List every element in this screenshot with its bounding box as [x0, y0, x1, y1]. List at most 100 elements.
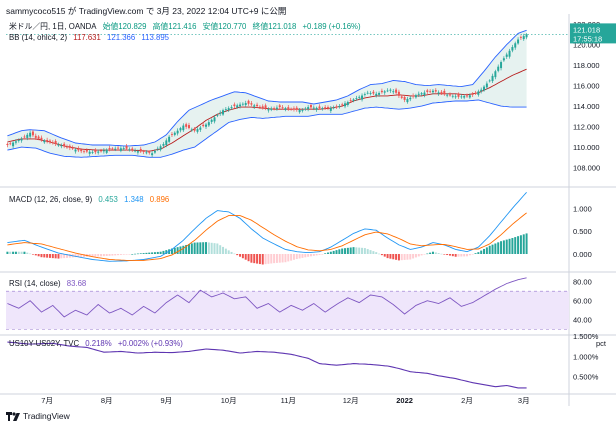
candle-body — [395, 89, 398, 93]
candle-body — [335, 106, 338, 108]
candle-body — [312, 107, 315, 109]
candle-body — [420, 93, 423, 95]
macd-histogram-bar — [23, 251, 26, 254]
candle-body — [134, 150, 137, 152]
candle-body — [278, 105, 281, 108]
spread-tick-label: 0.500% — [573, 373, 599, 382]
rsi-legend[interactable]: RSI (14, close) 83.68 — [9, 279, 90, 288]
candle-body — [386, 90, 389, 92]
macd-histogram-bar — [159, 251, 162, 254]
price-candle — [460, 94, 463, 99]
macd-histogram-bar — [491, 244, 494, 254]
candle-body — [187, 125, 190, 129]
macd-histogram-bar — [250, 254, 253, 263]
macd-histogram-bar — [312, 254, 315, 256]
price-candle — [454, 94, 457, 99]
price-candle — [261, 104, 264, 110]
macd-histogram-bar — [20, 251, 23, 254]
candle-body — [23, 136, 26, 138]
macd-histogram-bar — [494, 243, 497, 254]
macd-histogram-bar — [270, 254, 273, 264]
price-candle — [37, 135, 40, 141]
price-candle — [222, 108, 225, 116]
candle-body — [139, 148, 142, 152]
price-candle — [463, 94, 466, 100]
macd-histogram-bar — [199, 242, 202, 254]
price-candle — [179, 126, 182, 133]
macd-histogram-bar — [358, 247, 361, 254]
last-price-value: 121.018 — [573, 25, 600, 34]
price-candle — [519, 35, 522, 41]
candle-body — [298, 109, 301, 113]
macd-legend[interactable]: MACD (12, 26, close, 9) 0.453 1.348 0.89… — [9, 195, 173, 204]
brand-footer[interactable]: TradingView — [6, 411, 70, 421]
price-candle — [375, 91, 378, 98]
candle-body — [168, 136, 171, 142]
macd-histogram-bar — [156, 251, 159, 254]
candle-body — [349, 100, 352, 101]
price-candle — [71, 145, 74, 150]
macd-histogram-bar — [122, 254, 125, 255]
macd-histogram-bar — [369, 250, 372, 254]
macd-histogram-bar — [173, 247, 176, 254]
candle-body — [414, 95, 417, 98]
macd-histogram-bar — [307, 254, 310, 257]
macd-histogram-bar — [239, 254, 242, 257]
candle-body — [284, 108, 287, 110]
bb-upper-line — [7, 29, 527, 147]
macd-histogram-bar — [440, 253, 443, 255]
candle-body — [287, 107, 290, 109]
price-candle — [324, 105, 327, 110]
candle-body — [230, 107, 233, 109]
spread-legend[interactable]: US10Y-US02Y, TVC 0.218% +0.002% (+0.93%) — [9, 339, 187, 348]
macd-histogram-bar — [227, 250, 230, 254]
macd-histogram-bar — [187, 244, 190, 254]
candle-body — [468, 95, 471, 98]
macd-histogram-bar — [66, 254, 68, 258]
candle-body — [406, 98, 409, 103]
candle-body — [142, 151, 145, 152]
price-candle — [193, 127, 196, 133]
candle-body — [210, 119, 213, 122]
macd-histogram-bar — [346, 247, 349, 254]
spread-value: 0.218% — [85, 339, 112, 348]
spread-unit-label: pct — [596, 339, 607, 348]
candle-body — [281, 107, 284, 109]
time-tick-label: 9月 — [160, 396, 172, 405]
price-candle — [358, 95, 361, 100]
price-candle — [517, 37, 520, 45]
publish-caption: sammycoco515 が TradingView.com で 3月 23, … — [6, 6, 287, 16]
price-legend: 米ドル／円, 1日, OANDA 始値120.829 高値121.416 安値1… — [9, 21, 365, 32]
candle-body — [48, 140, 51, 143]
price-candle — [267, 107, 270, 113]
price-candle — [207, 119, 210, 128]
price-candle — [187, 122, 190, 130]
price-candle — [100, 148, 103, 153]
bb-basis-line — [7, 68, 527, 152]
price-candle — [153, 149, 156, 154]
macd-histogram-bar — [145, 252, 148, 254]
candle-body — [102, 150, 105, 152]
candle-body — [12, 142, 15, 147]
price-candle — [111, 147, 114, 151]
candle-body — [54, 141, 57, 144]
macd-histogram-bar — [88, 254, 91, 257]
price-candle — [466, 93, 468, 98]
candle-body — [375, 93, 378, 96]
candle-body — [497, 66, 500, 71]
price-tick-label: 118.000 — [573, 61, 600, 70]
candle-body — [159, 146, 162, 150]
price-candle — [236, 103, 239, 109]
macd-histogram-bar — [485, 247, 488, 254]
candle-body — [71, 147, 74, 149]
macd-histogram-bar — [29, 253, 32, 255]
price-candle — [60, 143, 63, 149]
price-candle — [417, 91, 420, 98]
candle-body — [429, 91, 432, 93]
macd-histogram-bar — [207, 242, 210, 254]
bb-legend[interactable]: BB (14, ohlc4, 2) 117.631 121.366 113.89… — [9, 33, 173, 42]
candle-body — [241, 103, 244, 105]
macd-histogram-bar — [508, 238, 511, 254]
brand-name: TradingView — [23, 411, 70, 421]
candle-body — [222, 110, 225, 115]
